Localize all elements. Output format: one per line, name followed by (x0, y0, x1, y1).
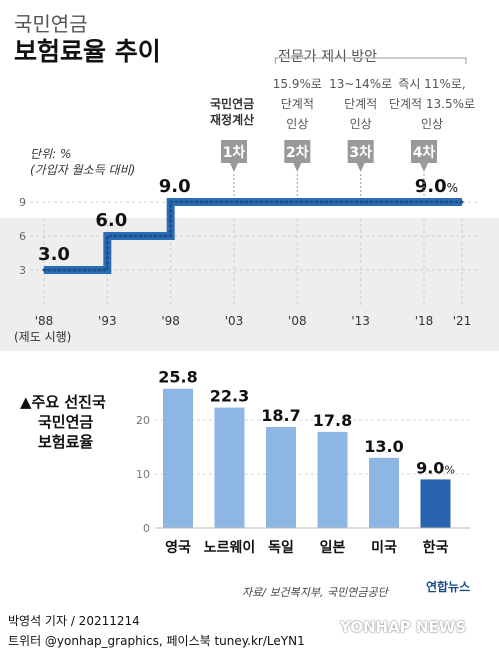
proposal-1-line-1: 단계적 (281, 97, 314, 111)
step-line-chart: 3 6 9 '88 '93 '98 '03 '08 '13 '18 '21 3.0 6.0 9.0 9.0%… (19, 57, 478, 328)
bar-y-tick-2: 20 (136, 414, 150, 427)
bar-y-tick-0: 0 (143, 522, 150, 535)
badge-shape-0 (221, 140, 247, 172)
bar-3 (317, 431, 348, 528)
value-label-suffix: % (447, 181, 458, 195)
y-tick-label-2: 9 (19, 196, 26, 209)
proposal-2-line-2: 인상 (350, 117, 372, 131)
badge-label-3: 4차 (413, 145, 436, 161)
line-chart-background (0, 218, 499, 351)
bar-category-3: 일본 (320, 540, 346, 556)
bar-4 (369, 457, 399, 528)
unit-label: 단위: % (가입자 월소득 대비) (30, 146, 135, 178)
x-tick-label-3: '03 (225, 314, 244, 328)
bar-value-3: 17.8 (313, 411, 352, 430)
badge-shape-1 (284, 140, 311, 172)
fiscal-calc-label: 국민연금 재정계산 (210, 96, 254, 128)
first-year-note: (제도 시행) (14, 330, 72, 344)
unit-line1: 단위: % (30, 147, 72, 161)
x-tick-label-4: '08 (288, 314, 307, 328)
proposal-3-line-0: 즉시 11%로, (398, 77, 465, 91)
x-tick-label-6: '18 (415, 314, 434, 328)
bar-category-2: 독일 (268, 540, 294, 556)
proposal-1-line-0: 15.9%로 (273, 77, 322, 91)
bar-5 (420, 479, 451, 528)
bar-category-0: 영국 (165, 539, 191, 556)
bar-value-4: 13.0 (364, 437, 403, 456)
fiscal-line2: 재정계산 (210, 113, 255, 127)
bar-0 (163, 388, 193, 528)
bar-title-line2: 국민연금 (38, 413, 94, 431)
bar-title-line3: 보험료율 (38, 433, 94, 451)
y-tick-label-1: 6 (19, 230, 26, 243)
bar-y-tick-1: 10 (136, 468, 150, 481)
country-bar-chart: 0 10 20 25.8 영국 22.3 노르웨이 18.7 독일 17.8 일본 13.0 미국 9.0… (136, 368, 470, 556)
bar-1 (214, 407, 245, 528)
badge-label-0: 1차 (223, 145, 246, 161)
bar-value-5: 9.0% (416, 458, 455, 477)
proposal-3-line-1: 단계적 13.5%로 (389, 97, 475, 111)
title-line2: 보험료율 추이 (14, 37, 161, 66)
value-label-1: 6.0 (95, 210, 127, 231)
watermark: YONHAP NEWS (340, 618, 467, 636)
title-line1: 국민연금 (14, 12, 88, 36)
x-tick-label-0: '88 (35, 314, 54, 328)
bar-chart-title: ▲주요 선진국 국민연금 보험료율 (20, 392, 106, 452)
value-label-2: 9.0 (159, 176, 191, 197)
yonhap-logo: 연합뉴스 (426, 580, 471, 594)
x-tick-label-2: '98 (161, 314, 180, 328)
step-line-dots (42, 200, 464, 272)
byline: 박영석 기자 / 20211214 (8, 614, 140, 628)
x-tick-label-7: '21 (453, 314, 472, 328)
badge-label-1: 2차 (286, 145, 309, 161)
bar-value-suffix: % (444, 463, 454, 476)
proposal-2-line-0: 13~14%로 (329, 77, 392, 91)
value-label-3: 9.0% (415, 176, 458, 197)
proposal-1-line-2: 인상 (286, 117, 308, 131)
bar-value-2: 18.7 (261, 406, 300, 425)
bar-category-4: 미국 (371, 540, 397, 556)
bar-category-5: 한국 (423, 540, 449, 556)
badge-shape-2 (347, 140, 374, 172)
badge-label-2: 3차 (349, 145, 372, 161)
bar-title-line1: ▲주요 선진국 (20, 393, 106, 411)
value-label-0: 3.0 (38, 244, 70, 265)
x-tick-label-5: '13 (351, 314, 370, 328)
proposal-2-line-1: 단계적 (344, 97, 377, 111)
social-links: 트위터 @yonhap_graphics, 페이스북 tuney.kr/LeYN… (8, 634, 305, 648)
source-note: 자료/ 보건복지부, 국민연금공단 (242, 586, 388, 599)
unit-line2: (가입자 월소득 대비) (30, 163, 136, 177)
bar-category-1: 노르웨이 (204, 539, 256, 556)
expert-header: 전문가 제시 방안 (278, 49, 378, 65)
bar-2 (266, 427, 296, 528)
expert-bracket (274, 57, 467, 64)
bar-value-1: 22.3 (210, 387, 249, 406)
y-tick-label-0: 3 (19, 264, 26, 277)
badge-shape-3 (411, 140, 437, 172)
fiscal-line1: 국민연금 (210, 97, 255, 111)
bar-value-0: 25.8 (158, 368, 197, 387)
proposal-3-line-2: 인상 (421, 117, 443, 131)
x-tick-label-1: '93 (98, 314, 117, 328)
